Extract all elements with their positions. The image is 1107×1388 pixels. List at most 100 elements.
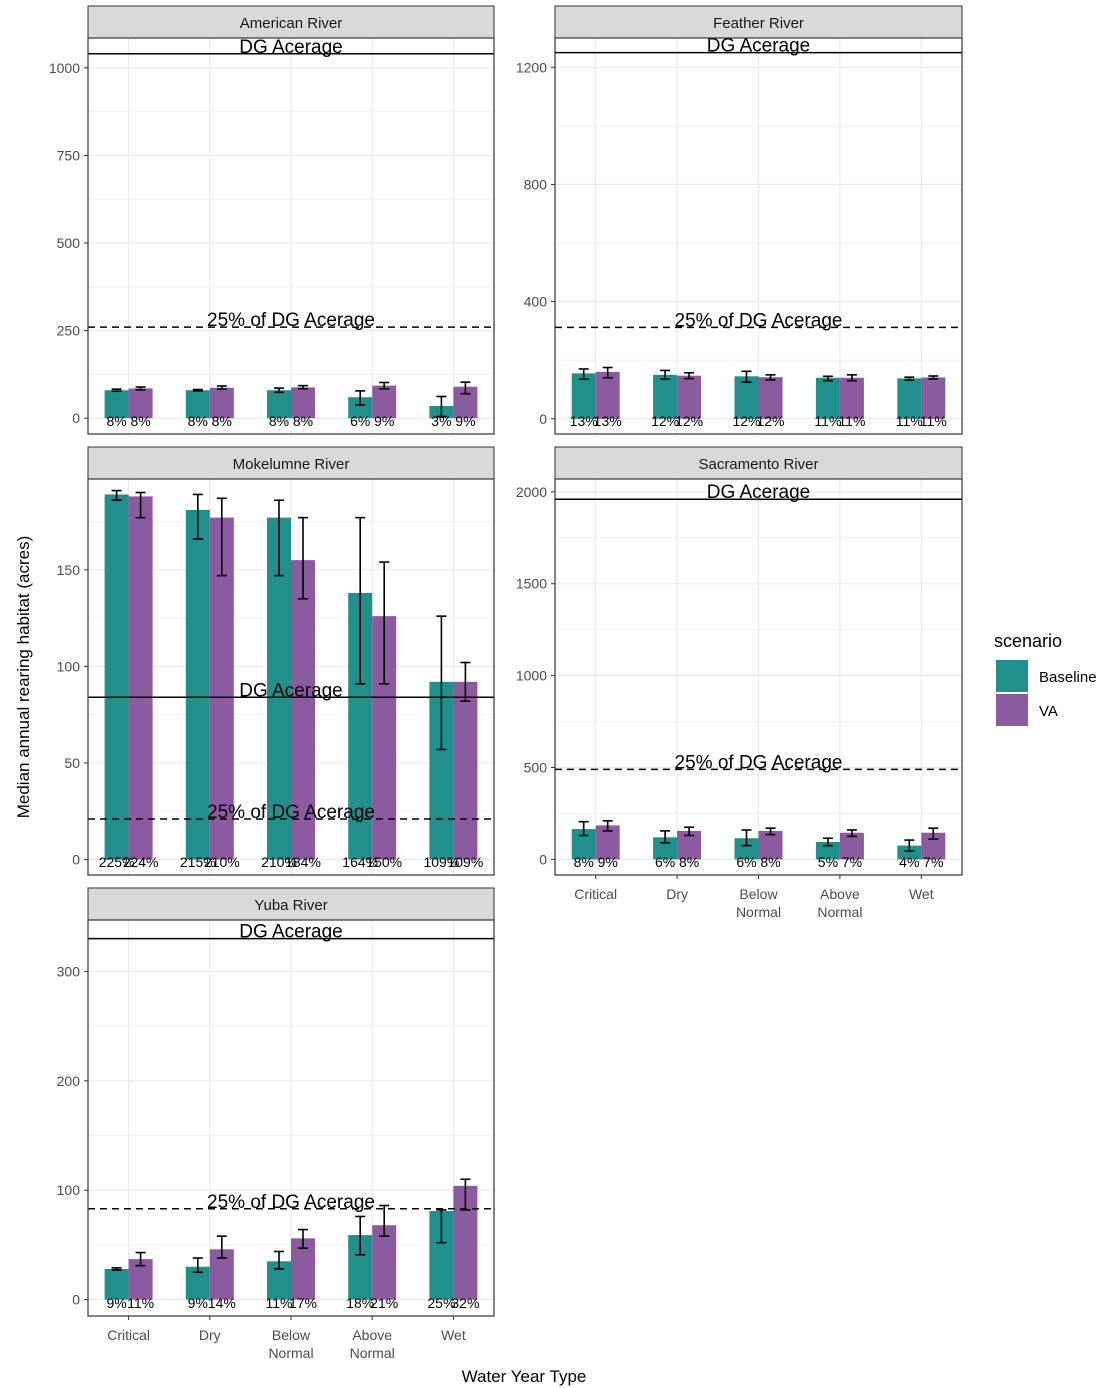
error-bar-baseline (660, 369, 671, 381)
x-tick-label-critical: Critical (107, 1327, 150, 1343)
pct-label-baseline: 4% (899, 854, 919, 870)
strip-title-mokelumne-river: Mokelumne River (233, 456, 350, 473)
bar-va (128, 388, 153, 419)
bar-baseline (815, 377, 840, 419)
legend-key-baseline (996, 660, 1028, 692)
dg-acreage-label: DG Acerage (239, 680, 343, 701)
pct-label-va: 12% (675, 413, 703, 429)
strip-title-american-river: American River (240, 15, 343, 32)
bar-baseline (653, 374, 678, 419)
bar-va (209, 387, 234, 419)
error-bar-va (765, 827, 776, 836)
pct-label-va: 210% (204, 854, 240, 870)
error-bar-va (216, 1235, 227, 1259)
bar-baseline (104, 494, 129, 860)
y-tick-label: 0 (72, 1292, 80, 1308)
pct-label-baseline: 25% (427, 1295, 455, 1311)
x-tick-label-wet: Wet (441, 1327, 466, 1343)
pct-label-va: 12% (756, 413, 784, 429)
pct-label-baseline: 11% (896, 413, 923, 429)
error-bar-baseline (274, 387, 284, 394)
dg-25pct-label: 25% of DG Acerage (675, 310, 843, 331)
error-bar-va (135, 491, 146, 519)
error-bar-baseline (355, 390, 366, 406)
x-tick-label-dry: Dry (666, 886, 688, 902)
x-tick-label-below-normal: Normal (736, 904, 781, 920)
pct-label-baseline: 9% (106, 1295, 126, 1311)
dg-25pct-label: 25% of DG Acerage (207, 1192, 375, 1213)
y-tick-label: 500 (57, 235, 81, 251)
error-bar-va (684, 826, 695, 837)
y-tick-label: 0 (72, 410, 80, 426)
error-bar-va (379, 381, 390, 390)
bar-baseline (104, 390, 129, 419)
y-tick-label: 50 (64, 755, 80, 771)
pct-label-va: 184% (285, 854, 321, 870)
y-tick-label: 750 (57, 147, 81, 163)
x-tick-label-above-normal: Above (820, 886, 860, 902)
x-axis-title: Water Year Type (462, 1367, 587, 1386)
error-bar-va (135, 386, 146, 391)
pct-label-va: 14% (208, 1295, 236, 1311)
strip-american-river (87, 5, 495, 39)
dg-25pct-label: 25% of DG Acerage (207, 310, 375, 331)
pct-label-baseline: 8% (269, 413, 289, 429)
bar-baseline (653, 837, 678, 860)
pct-label-baseline: 8% (188, 413, 208, 429)
bar-va (758, 377, 783, 419)
bar-va (291, 387, 315, 419)
dg-acreage-label: DG Acerage (239, 37, 343, 58)
panel-border-american-river (87, 37, 495, 435)
pct-label-baseline: 6% (736, 854, 756, 870)
error-bar-baseline (578, 820, 589, 837)
y-tick-label: 100 (57, 658, 81, 674)
error-bar-baseline (111, 1267, 122, 1271)
error-bar-va (602, 819, 613, 832)
bar-va (677, 375, 702, 419)
y-tick-label: 800 (524, 176, 548, 192)
bar-baseline (571, 373, 596, 419)
pct-label-va: 11% (920, 413, 947, 429)
legend-label-va: VA (1039, 703, 1058, 720)
pct-label-baseline: 8% (106, 413, 126, 429)
error-bar-baseline (822, 375, 833, 382)
pct-label-va: 8% (679, 854, 699, 870)
error-bar-va (460, 1178, 471, 1211)
dg-acreage-label: DG Acerage (707, 482, 811, 503)
dg-acreage-label: DG Acerage (707, 36, 811, 57)
y-axis-title: Median annual rearing habitat (acres) (14, 536, 33, 819)
error-bar-baseline (436, 1209, 447, 1244)
error-bar-baseline (192, 1257, 203, 1274)
error-bar-baseline (192, 388, 203, 392)
strip-feather-river (554, 5, 963, 39)
bar-va (921, 377, 946, 419)
pct-label-baseline: 5% (818, 854, 838, 870)
strip-title-yuba-river: Yuba River (254, 897, 327, 914)
error-bar-va (379, 561, 390, 685)
x-tick-label-dry: Dry (199, 1327, 221, 1343)
error-bar-va (460, 381, 471, 395)
dg-25pct-label: 25% of DG Acerage (207, 802, 375, 823)
bar-va (372, 1225, 397, 1300)
pct-label-baseline: 9% (188, 1295, 208, 1311)
x-tick-label-above-normal: Normal (350, 1345, 395, 1361)
panel-sacramento-river: Sacramento River 0 500 1000 1500 2000 DG Acera… (516, 446, 963, 920)
error-bar-baseline (274, 1250, 284, 1270)
y-tick-label: 1000 (49, 60, 80, 76)
pct-label-baseline: 225% (99, 854, 135, 870)
pct-label-va: 11% (838, 413, 865, 429)
legend: scenario Baseline VA (994, 631, 1097, 726)
error-bar-va (460, 661, 471, 702)
strip-title-feather-river: Feather River (713, 15, 804, 32)
y-tick-label: 1200 (516, 59, 547, 75)
error-bar-va (928, 375, 939, 380)
x-tick-label-below-normal: Normal (268, 1345, 313, 1361)
bar-va (372, 385, 397, 419)
error-bar-baseline (660, 830, 671, 844)
panel-yuba-river: Yuba River 0 100 200 300 DG Acerage 25% of DG … (57, 887, 495, 1361)
bar-va (758, 830, 783, 860)
pct-label-baseline: 11% (266, 1295, 293, 1311)
x-tick-label-critical: Critical (574, 886, 617, 902)
error-bar-va (298, 1228, 308, 1249)
error-bar-baseline (355, 516, 366, 685)
